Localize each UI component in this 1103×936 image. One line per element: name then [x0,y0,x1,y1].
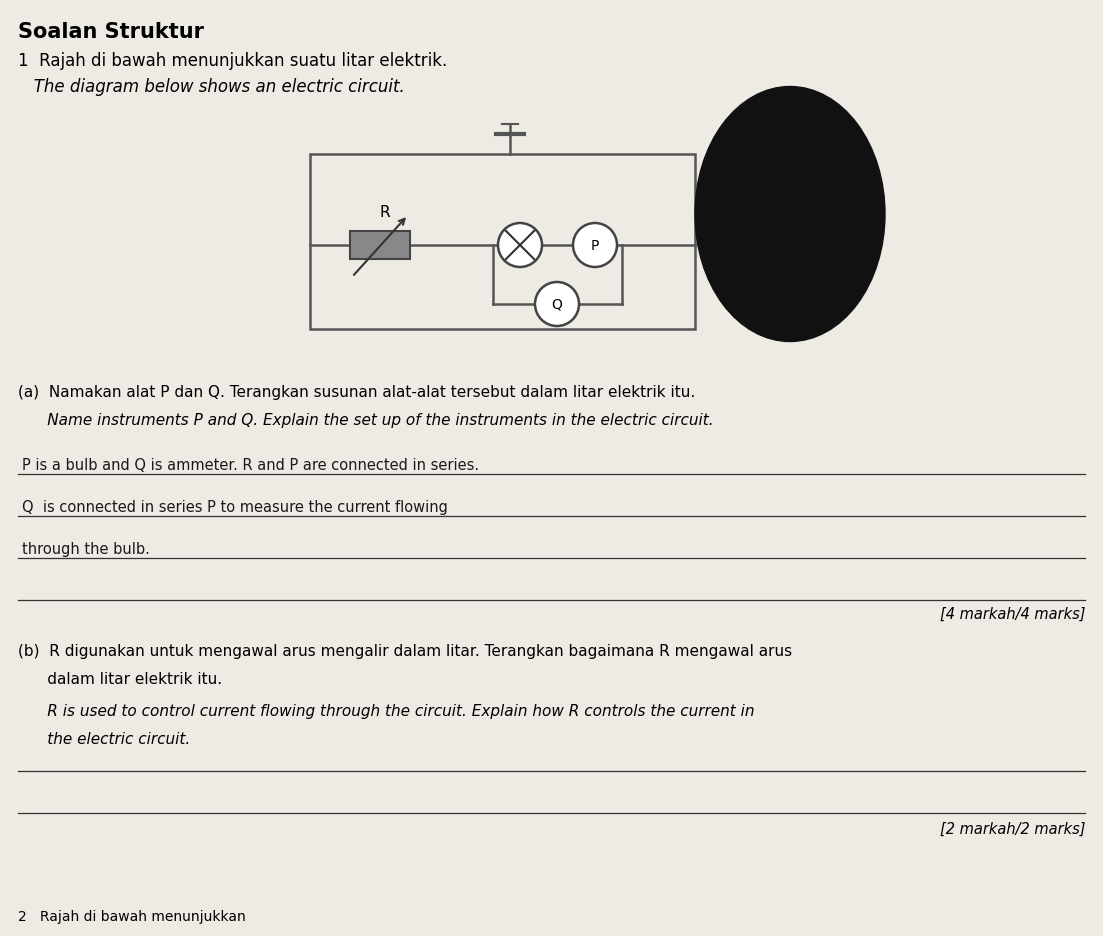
Text: (b)  R digunakan untuk mengawal arus mengalir dalam litar. Terangkan bagaimana R: (b) R digunakan untuk mengawal arus meng… [18,643,792,658]
Ellipse shape [695,87,885,343]
Text: dalam litar elektrik itu.: dalam litar elektrik itu. [18,671,222,686]
Text: [2 markah/2 marks]: [2 markah/2 marks] [940,821,1085,836]
Text: R: R [379,205,390,220]
Text: the electric circuit.: the electric circuit. [18,731,190,746]
Text: Name instruments P and Q. Explain the set up of the instruments in the electric : Name instruments P and Q. Explain the se… [18,413,714,428]
Text: Soalan Struktur: Soalan Struktur [18,22,204,42]
Text: The diagram below shows an electric circuit.: The diagram below shows an electric circ… [18,78,405,95]
Circle shape [535,283,579,327]
Bar [350,232,410,259]
Bar [310,154,695,329]
Text: P: P [591,239,599,253]
Text: 2   Rajah di bawah menunjukkan: 2 Rajah di bawah menunjukkan [18,909,246,923]
Text: Q: Q [552,298,563,312]
Text: Q  is connected in series P to measure the current flowing: Q is connected in series P to measure th… [22,500,448,515]
Text: (a)  Namakan alat P dan Q. Terangkan susunan alat-alat tersebut dalam litar elek: (a) Namakan alat P dan Q. Terangkan susu… [18,385,695,400]
Circle shape [497,224,542,268]
Text: R is used to control current flowing through the circuit. Explain how R controls: R is used to control current flowing thr… [18,703,754,718]
Text: 1  Rajah di bawah menunjukkan suatu litar elektrik.: 1 Rajah di bawah menunjukkan suatu litar… [18,51,447,70]
Circle shape [572,224,617,268]
Text: P is a bulb and Q is ammeter. R and P are connected in series.: P is a bulb and Q is ammeter. R and P ar… [22,458,479,473]
Text: through the bulb.: through the bulb. [22,541,150,556]
Text: [4 markah/4 marks]: [4 markah/4 marks] [940,607,1085,622]
